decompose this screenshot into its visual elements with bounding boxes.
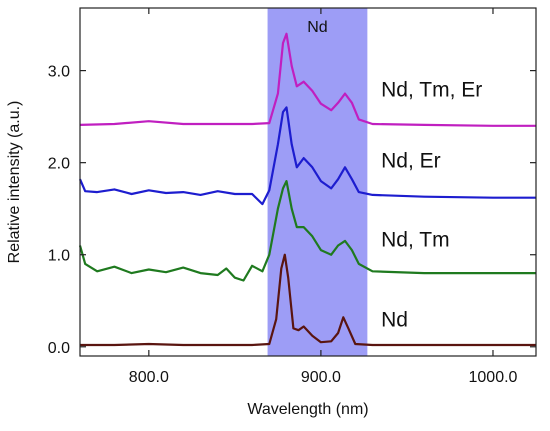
highlight-band-label: Nd [307,19,327,36]
series-line-0 [79,32,536,127]
x-axis-label: Wavelength (nm) [247,401,368,418]
y-tick-label: 3.0 [48,64,70,81]
y-tick-label: 1.0 [48,248,70,265]
y-axis-label: Relative intensity (a.u.) [6,101,23,264]
series-annotations: Nd, Tm, Er Nd, Er Nd, Tm Nd [381,78,482,331]
x-tick-label: 1000.0 [469,369,518,386]
series-annotation-0: Nd, Tm, Er [381,78,482,101]
highlight-band [267,8,368,356]
y-axis: 0.0 1.0 2.0 3.0 [48,64,536,357]
highlight-band-layer [267,8,368,356]
plot-frame [79,7,537,357]
y-tick-label: 2.0 [48,156,70,173]
y-tick-label: 0.0 [48,340,70,357]
x-tick-label: 900.0 [301,369,341,386]
series-annotation-1: Nd, Er [381,149,441,172]
series-line-2 [78,180,536,282]
series-layer [78,32,536,347]
series-line-3 [80,253,536,347]
series-annotation-3: Nd [381,309,408,332]
series-annotation-2: Nd, Tm [381,228,449,251]
x-tick-label: 800.0 [129,369,169,386]
series-line-1 [78,106,536,206]
x-axis: 800.0 900.0 1000.0 [129,8,518,386]
